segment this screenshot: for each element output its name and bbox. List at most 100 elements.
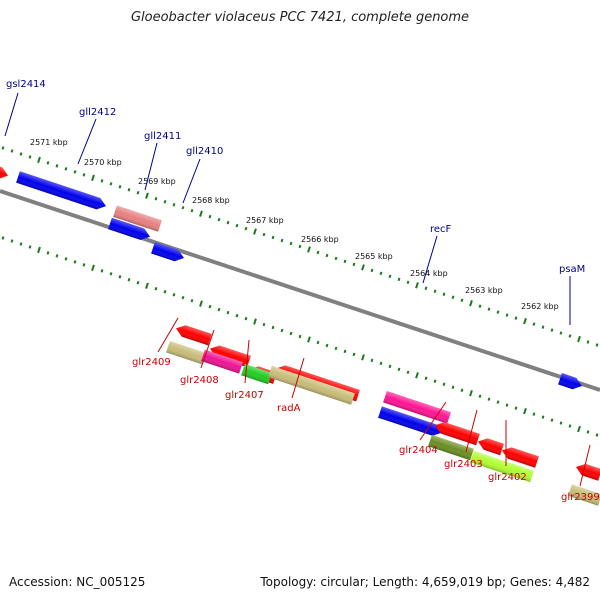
scale-tick — [316, 340, 320, 345]
gene-label-gsl2414[interactable]: gsl2414 — [6, 79, 46, 90]
scale-tick — [415, 282, 419, 289]
scale-tick — [433, 379, 437, 384]
gene-feature[interactable] — [166, 341, 206, 365]
gene-label-recF[interactable]: recF — [430, 224, 452, 235]
gene-arrow-shading — [108, 217, 150, 240]
gene-label-gll2411[interactable]: gll2411 — [144, 131, 181, 142]
gene-label-glr2399[interactable]: glr2399 — [561, 492, 600, 503]
gene-feature[interactable] — [470, 450, 534, 483]
scale-tick — [181, 295, 185, 300]
scale-tick — [397, 277, 401, 282]
scale-tick — [352, 262, 356, 267]
scale-tick — [334, 256, 338, 261]
scale-tick — [136, 191, 140, 195]
scale-tick — [577, 425, 581, 433]
scale-label: 2570 kbp — [84, 158, 122, 167]
scale-tick — [46, 251, 50, 255]
scale-tick — [586, 340, 590, 344]
scale-tick — [271, 325, 275, 330]
gene-feature[interactable] — [383, 390, 451, 424]
gene-feature[interactable] — [0, 165, 10, 182]
scale-tick — [136, 281, 140, 285]
scale-tick — [469, 300, 473, 307]
scale-tick — [127, 278, 131, 282]
scale-tick — [253, 318, 257, 325]
gene-label-glr2408[interactable]: glr2408 — [180, 375, 219, 386]
scale-tick — [100, 269, 104, 273]
gene-label-psaM[interactable]: psaM — [559, 264, 585, 275]
scale-tick — [451, 295, 455, 299]
scale-tick — [208, 304, 212, 309]
gene-feature[interactable] — [568, 484, 600, 506]
gene-feature[interactable] — [500, 445, 539, 468]
scale-tick — [10, 239, 14, 243]
scale-tick — [82, 263, 86, 267]
gene-label-glr2403[interactable]: glr2403 — [444, 459, 483, 470]
scale-tick — [415, 372, 419, 379]
forward-gene-labels: gsl2414 gll2412 gll2411 gll2410 recF psa… — [4, 79, 585, 325]
gene-feature[interactable] — [378, 406, 444, 438]
gene-feature[interactable] — [16, 171, 108, 212]
scale-tick — [307, 336, 311, 343]
gene-features — [0, 165, 600, 506]
scale-tick — [289, 241, 293, 246]
gene-label-gll2410[interactable]: gll2410 — [186, 146, 223, 157]
gene-feature[interactable] — [268, 365, 355, 405]
scale-tick — [109, 182, 113, 186]
gene-feature[interactable] — [201, 349, 243, 374]
gene-label-glr2404[interactable]: glr2404 — [399, 445, 438, 456]
gene-label-radA[interactable]: radA — [277, 403, 301, 414]
gene-arrow-shading — [176, 325, 212, 346]
gene-arrow-shading — [502, 447, 539, 468]
scale-tick — [487, 307, 491, 311]
scale-label: 2564 kbp — [410, 269, 448, 278]
gene-label-glr2402[interactable]: glr2402 — [488, 472, 527, 483]
gene-feature[interactable] — [574, 461, 600, 481]
scale-tick — [190, 298, 194, 303]
scale-tick — [343, 349, 347, 354]
scale-label: 2566 kbp — [301, 235, 339, 244]
scale-tick — [523, 317, 527, 325]
gene-feature[interactable] — [241, 363, 272, 385]
scale-tick — [208, 214, 212, 219]
scale-label: 2571 kbp — [30, 138, 68, 147]
scale-tick — [145, 282, 149, 289]
scale-tick — [289, 331, 293, 336]
scale-label: 2563 kbp — [465, 286, 503, 295]
scale-tick — [334, 346, 338, 351]
scale-tick — [190, 208, 194, 213]
gene-feature[interactable] — [113, 205, 162, 232]
gene-feature[interactable] — [428, 434, 474, 461]
gene-label-glr2409[interactable]: glr2409 — [132, 357, 171, 368]
scale-tick — [469, 390, 473, 397]
scale-tick — [55, 254, 59, 258]
gene-feature[interactable] — [151, 242, 186, 264]
scale-tick — [235, 223, 239, 228]
gene-label-gll2412[interactable]: gll2412 — [79, 107, 116, 118]
scale-tick — [109, 272, 113, 276]
scale-tick — [559, 331, 563, 335]
scale-tick — [199, 210, 203, 217]
scale-tick — [280, 238, 284, 243]
gene-arrow-shading — [113, 205, 162, 232]
gene-feature[interactable] — [476, 436, 504, 456]
scale-tick — [505, 313, 509, 317]
scale-tick — [586, 430, 590, 434]
gene-arrow-shading — [166, 341, 206, 365]
forward-scale-ticks — [1, 146, 599, 347]
scale-tick — [154, 197, 158, 201]
gene-feature[interactable] — [558, 373, 584, 392]
gene-feature[interactable] — [174, 323, 212, 346]
scale-tick — [235, 313, 239, 318]
scale-tick — [406, 370, 410, 375]
scale-tick — [46, 161, 50, 165]
scale-tick — [127, 188, 131, 192]
gene-feature[interactable] — [433, 420, 480, 446]
scale-tick — [361, 354, 365, 361]
gene-label-glr2407[interactable]: glr2407 — [225, 390, 264, 401]
gene-arrow-shading — [378, 406, 443, 436]
gene-arrow-shading — [558, 373, 582, 390]
scale-tick — [262, 232, 266, 237]
gene-feature[interactable] — [108, 217, 152, 243]
